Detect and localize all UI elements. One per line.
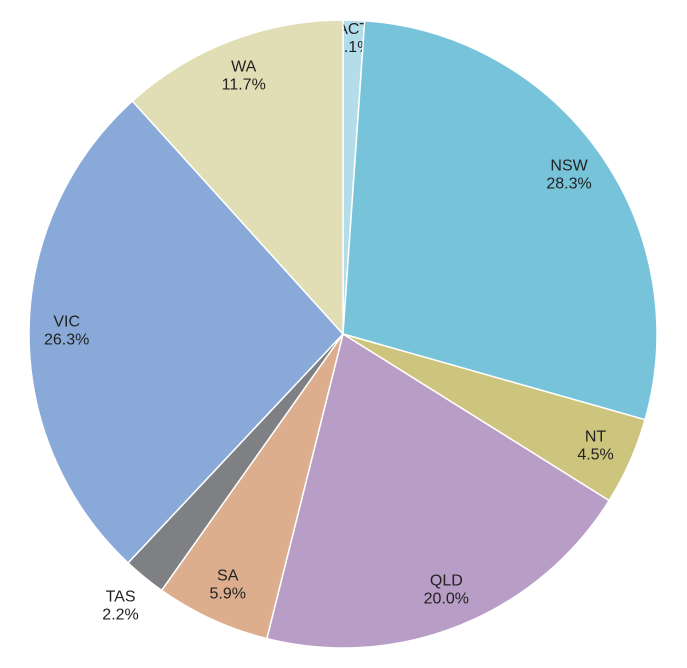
slice-label: VIC (53, 314, 80, 331)
slice-value-label: 28.3% (546, 175, 591, 192)
pie-slice (265, 332, 611, 649)
slice-value-label: 5.9% (209, 585, 245, 602)
slice-label: NSW (550, 157, 588, 174)
slice-value-label: 20.0% (424, 590, 469, 607)
slice-label: WA (231, 58, 257, 75)
slice-value-label: 11.7% (222, 76, 266, 93)
slice-label: SA (217, 567, 239, 584)
slice-value-label: 4.5% (577, 446, 613, 463)
slice-label: TAS (106, 589, 136, 606)
slice-label: ACT (337, 21, 369, 38)
slice-value-label: 2.2% (102, 607, 138, 624)
slice-label: QLD (430, 572, 463, 589)
pie-slice (28, 100, 345, 564)
slice-value-label: 26.3% (44, 332, 89, 349)
pie-slice (342, 19, 658, 421)
pie-slice (131, 19, 344, 336)
slice-label: NT (585, 428, 607, 445)
